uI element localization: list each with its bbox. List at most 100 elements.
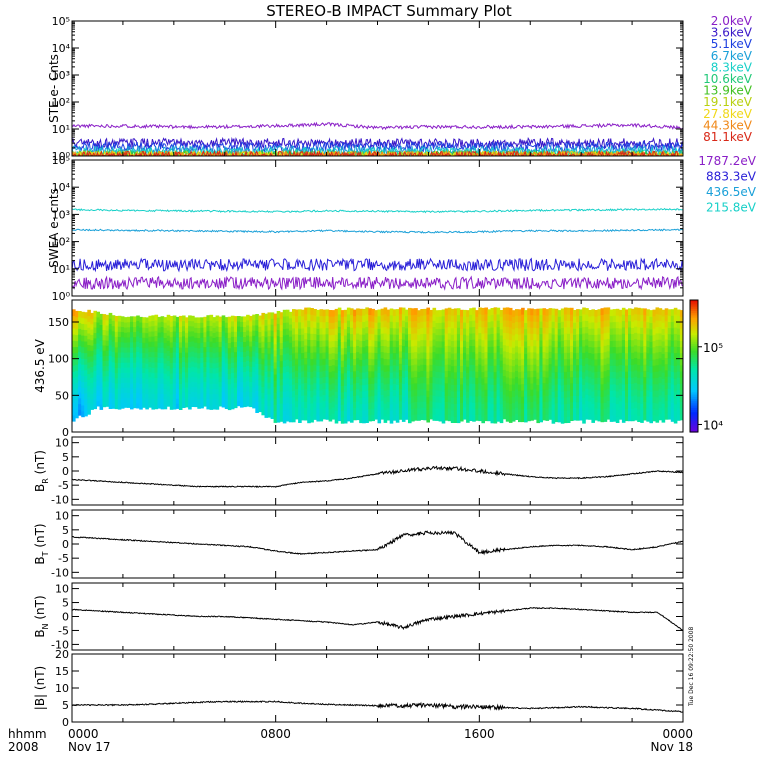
heatmap-cell <box>249 376 253 382</box>
heatmap-cell <box>554 402 559 410</box>
heatmap-cell <box>127 357 131 363</box>
heatmap-cell <box>209 320 214 326</box>
heatmap-cell <box>676 389 681 397</box>
heatmap-cell <box>346 307 351 315</box>
heatmap-cell <box>621 371 626 379</box>
heatmap-cell <box>570 320 574 328</box>
heatmap-cell <box>267 388 272 395</box>
heatmap-cell <box>264 394 269 401</box>
heatmap-cell <box>609 390 614 397</box>
heatmap-cell <box>114 357 119 363</box>
heatmap-cell <box>78 374 82 381</box>
heatmap-cell <box>649 341 653 349</box>
heatmap-cell <box>240 336 244 342</box>
heatmap-cell <box>417 383 421 391</box>
heatmap-cell <box>490 371 495 379</box>
heatmap-cell <box>72 309 76 316</box>
heatmap-cell <box>169 373 174 379</box>
heatmap-cell <box>142 322 146 328</box>
heatmap-cell <box>408 384 412 392</box>
heatmap-cell <box>573 328 577 335</box>
heatmap-cell <box>463 346 467 353</box>
heatmap-cell <box>273 319 278 327</box>
heatmap-cell <box>524 378 528 386</box>
heatmap-cell <box>292 390 296 398</box>
heatmap-cell <box>322 382 327 389</box>
heatmap-cell <box>444 414 449 421</box>
heatmap-cell <box>310 352 314 360</box>
heatmap-cell <box>87 385 91 392</box>
heatmap-cell <box>301 346 305 353</box>
heatmap-cell <box>637 320 641 328</box>
heatmap-cell <box>78 351 82 358</box>
heatmap-cell <box>96 390 100 396</box>
heatmap-cell <box>652 334 657 341</box>
heatmap-cell <box>426 358 430 366</box>
heatmap-cell <box>484 320 488 327</box>
heatmap-cell <box>383 390 388 398</box>
heatmap-cell <box>539 415 543 423</box>
heatmap-cell <box>646 402 650 410</box>
heatmap-cell <box>551 365 556 373</box>
heatmap-cell <box>175 316 180 323</box>
heatmap-cell <box>527 327 531 334</box>
heatmap-cell <box>282 360 287 367</box>
heatmap-cell <box>90 318 94 325</box>
heatmap-cell <box>197 337 201 344</box>
heatmap-cell <box>350 403 354 411</box>
heatmap-cell <box>478 376 482 384</box>
heatmap-cell <box>374 328 378 335</box>
heatmap-cell <box>282 379 287 386</box>
heatmap-cell <box>667 339 672 347</box>
heatmap-cell <box>670 334 675 341</box>
heatmap-cell <box>594 395 598 403</box>
heatmap-cell <box>172 357 177 363</box>
heatmap-cell <box>313 321 317 328</box>
heatmap-cell <box>295 358 299 365</box>
heatmap-cell <box>615 346 620 354</box>
heatmap-cell <box>625 358 629 366</box>
heatmap-cell <box>188 325 192 332</box>
heatmap-cell <box>255 330 259 337</box>
heatmap-cell <box>72 371 76 379</box>
heatmap-cell <box>230 403 235 410</box>
heatmap-cell <box>524 347 528 355</box>
heatmap-cell <box>628 345 632 353</box>
heatmap-cell <box>441 404 446 411</box>
colorbar-segment <box>690 317 698 321</box>
heatmap-cell <box>319 365 324 372</box>
heatmap-cell <box>87 408 91 415</box>
heatmap-cell <box>307 403 311 411</box>
heatmap-cell <box>472 339 476 346</box>
heatmap-cell <box>99 404 104 410</box>
heatmap-cell <box>359 334 363 341</box>
heatmap-cell <box>169 383 174 389</box>
heatmap-cell <box>557 372 562 379</box>
heatmap-cell <box>518 390 522 398</box>
heatmap-cell <box>618 394 623 402</box>
heatmap-cell <box>628 358 632 365</box>
heatmap-cell <box>560 327 565 335</box>
heatmap-cell <box>673 391 678 398</box>
heatmap-cell <box>502 338 507 346</box>
heatmap-cell <box>105 335 110 341</box>
heatmap-cell <box>139 332 143 338</box>
heatmap-cell <box>438 340 443 348</box>
heatmap-cell <box>625 328 629 335</box>
heatmap-cell <box>267 335 272 342</box>
heatmap-cell <box>481 307 485 315</box>
y-tick-label: 5 <box>62 524 69 537</box>
heatmap-cell <box>395 359 400 367</box>
heatmap-cell <box>84 387 88 394</box>
heatmap-cell <box>447 395 452 403</box>
heatmap-cell <box>365 364 369 372</box>
heatmap-cell <box>282 366 287 374</box>
heatmap-cell <box>93 386 97 393</box>
heatmap-cell <box>172 383 177 389</box>
heatmap-cell <box>368 408 372 416</box>
heatmap-cell <box>346 326 351 334</box>
heatmap-cell <box>398 326 403 333</box>
heatmap-cell <box>625 321 629 329</box>
heatmap-cell <box>450 359 455 367</box>
heatmap-cell <box>472 332 476 340</box>
